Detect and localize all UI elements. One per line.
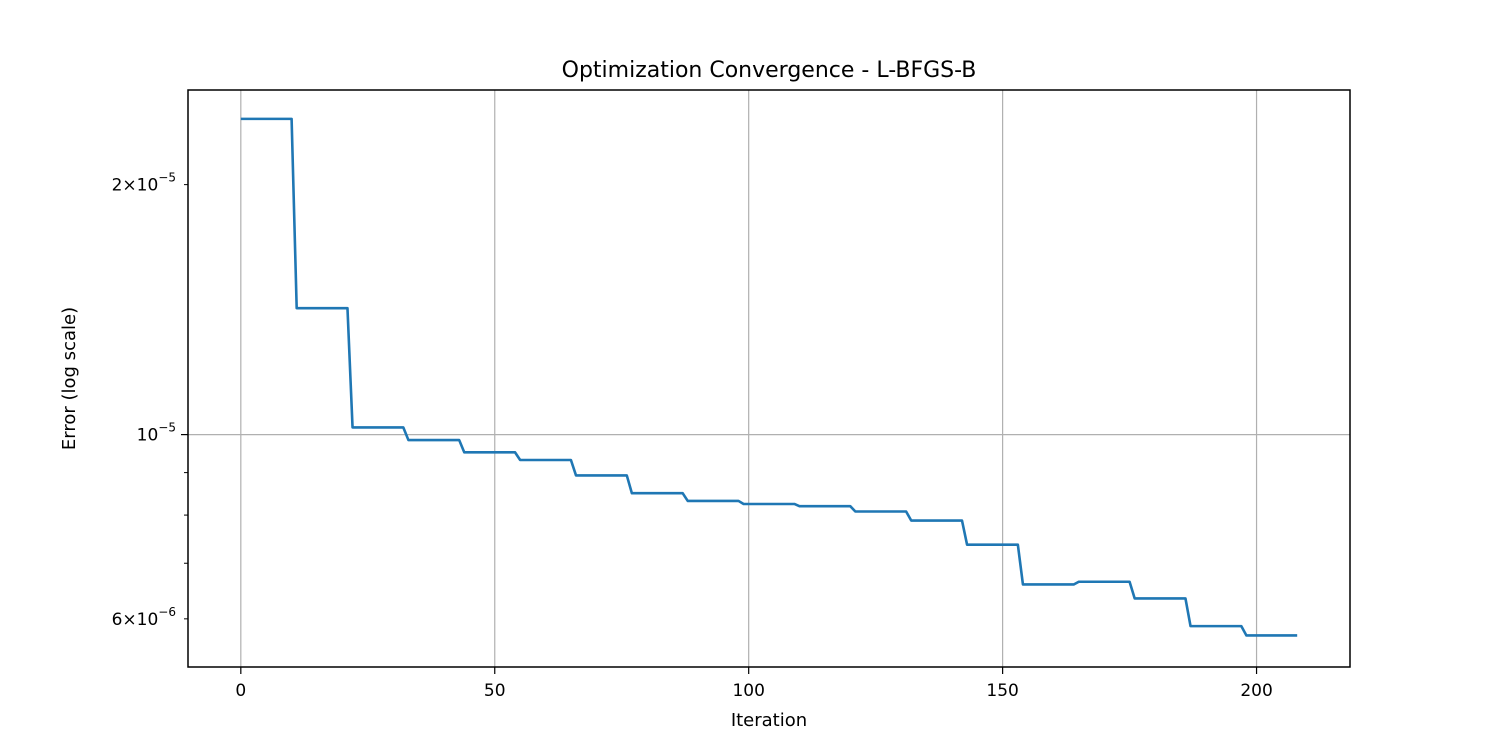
chart-title: Optimization Convergence - L-BFGS-B bbox=[562, 58, 977, 83]
axes-frame bbox=[187, 89, 1351, 668]
plot-area bbox=[240, 117, 1298, 637]
error-series-line bbox=[240, 117, 1298, 637]
axis-ticks: 0 50 100 150 200 10−5 6×10−6 2×10−5 bbox=[112, 171, 1273, 701]
x-tick-label: 0 bbox=[235, 681, 246, 701]
x-tick-label: 50 bbox=[484, 681, 506, 701]
x-axis-label: Iteration bbox=[731, 710, 807, 731]
y-minor-tick-label: 6×10−6 bbox=[112, 605, 176, 630]
y-axis-label: Error (log scale) bbox=[59, 307, 80, 450]
x-tick-label: 150 bbox=[986, 681, 1018, 701]
grid-lines bbox=[188, 90, 1350, 667]
y-major-tick-label: 10−5 bbox=[137, 421, 176, 446]
x-tick-label: 100 bbox=[732, 681, 764, 701]
x-tick-label: 200 bbox=[1240, 681, 1272, 701]
y-minor-tick-label: 2×10−5 bbox=[112, 171, 176, 196]
